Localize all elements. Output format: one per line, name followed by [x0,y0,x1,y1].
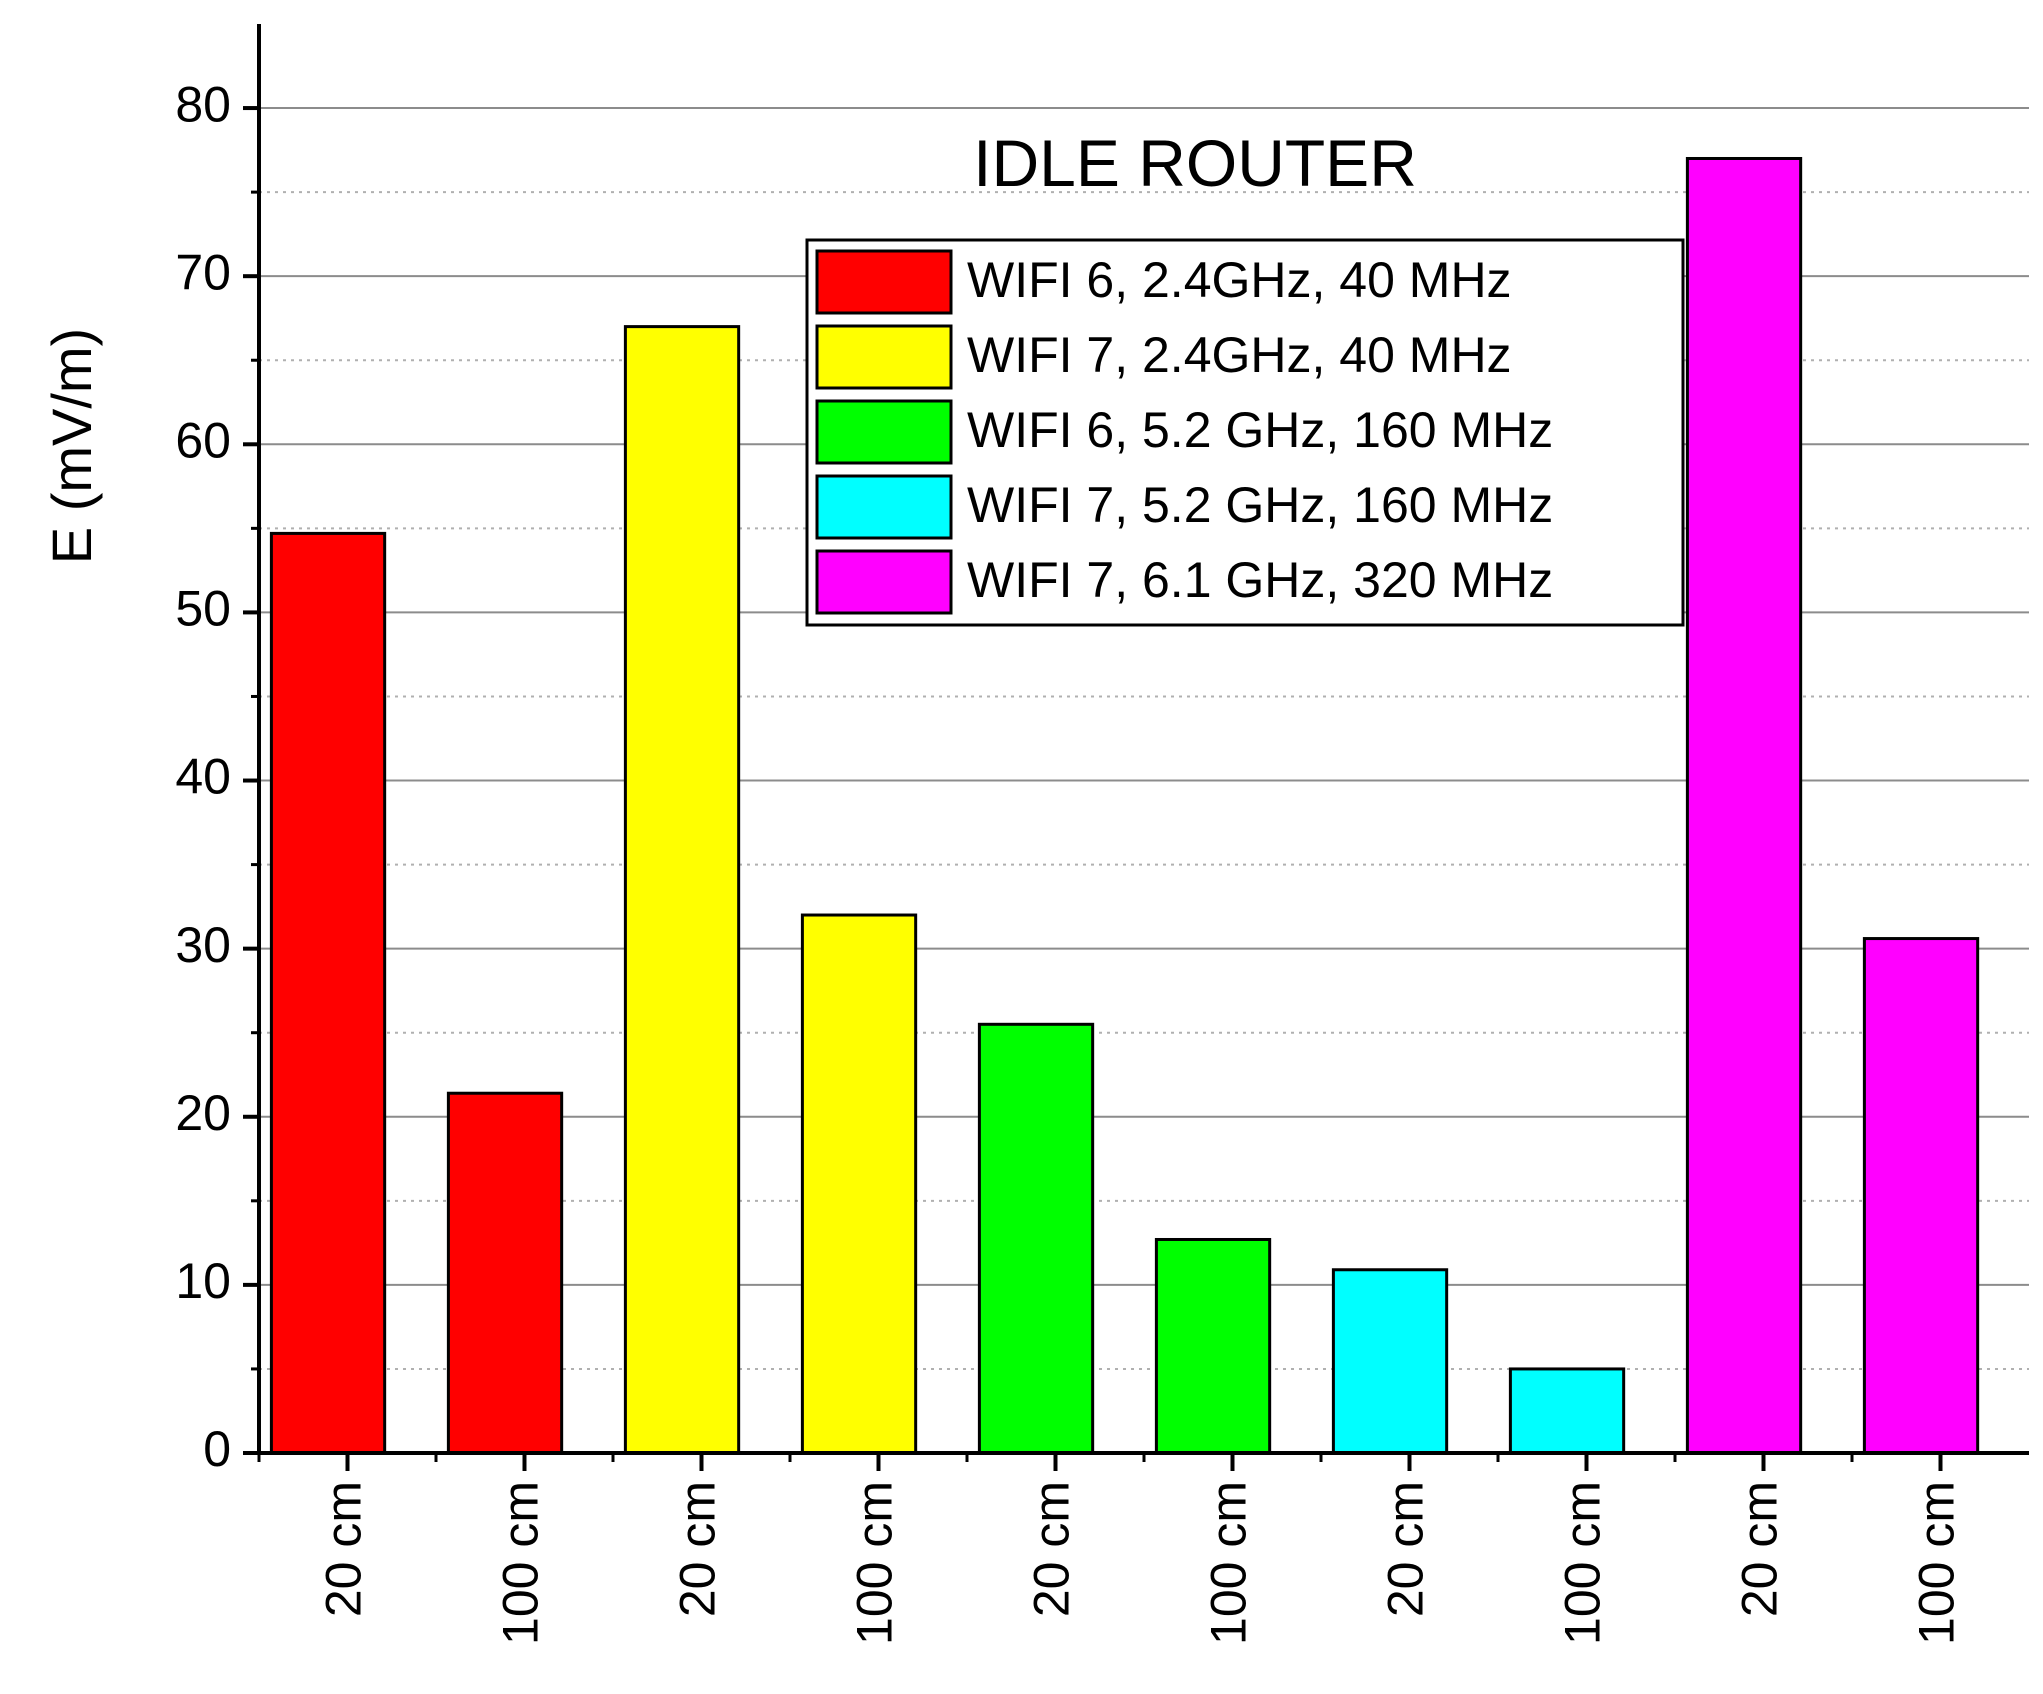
bar [269,531,387,1455]
bar [623,325,741,1455]
bar [1862,937,1980,1455]
x-tick-label: 20 cm [1024,1481,1080,1617]
bar [1685,156,1803,1455]
legend-swatch [815,399,953,465]
y-tick-label: 70 [175,244,231,300]
y-axis-label: E (mV/m) [40,328,103,564]
x-tick-label: 20 cm [670,1481,726,1617]
legend: WIFI 6, 2.4GHz, 40 MHz WIFI 7, 2.4GHz, 40… [805,238,1685,627]
legend-label: WIFI 7, 2.4GHz, 40 MHz [967,327,1512,383]
legend-label: WIFI 6, 5.2 GHz, 160 MHz [967,402,1553,458]
bar [446,1091,564,1455]
x-tick-label: 20 cm [1378,1481,1434,1617]
x-tick-label: 100 cm [847,1481,903,1645]
legend-label: WIFI 7, 6.1 GHz, 320 MHz [967,552,1553,608]
y-tick-label: 60 [175,412,231,468]
bar [1508,1367,1626,1455]
y-tick-label: 30 [175,917,231,973]
y-tick-label: 20 [175,1085,231,1141]
y-tick-label: 0 [203,1421,231,1477]
x-tick-label: 100 cm [1201,1481,1257,1645]
x-tick-label: 100 cm [493,1481,549,1645]
bar [800,913,918,1455]
x-tick-label: 20 cm [316,1481,372,1617]
x-tick-label: 20 cm [1732,1481,1788,1617]
legend-swatch [815,324,953,390]
bar [1331,1268,1449,1455]
bar [977,1022,1095,1455]
bar [1154,1237,1272,1455]
legend-swatch [815,474,953,540]
y-tick-label: 80 [175,76,231,132]
legend-label: WIFI 7, 5.2 GHz, 160 MHz [967,477,1553,533]
x-tick-label: 100 cm [1555,1481,1611,1645]
legend-swatch [815,549,953,615]
y-tick-label: 50 [175,581,231,637]
legend-swatch [815,249,953,315]
y-tick-label: 40 [175,749,231,805]
chart-title: IDLE ROUTER [973,126,1417,200]
y-tick-label: 10 [175,1253,231,1309]
legend-label: WIFI 6, 2.4GHz, 40 MHz [967,252,1512,308]
legend-box [805,238,1685,627]
x-tick-label: 100 cm [1909,1481,1965,1645]
